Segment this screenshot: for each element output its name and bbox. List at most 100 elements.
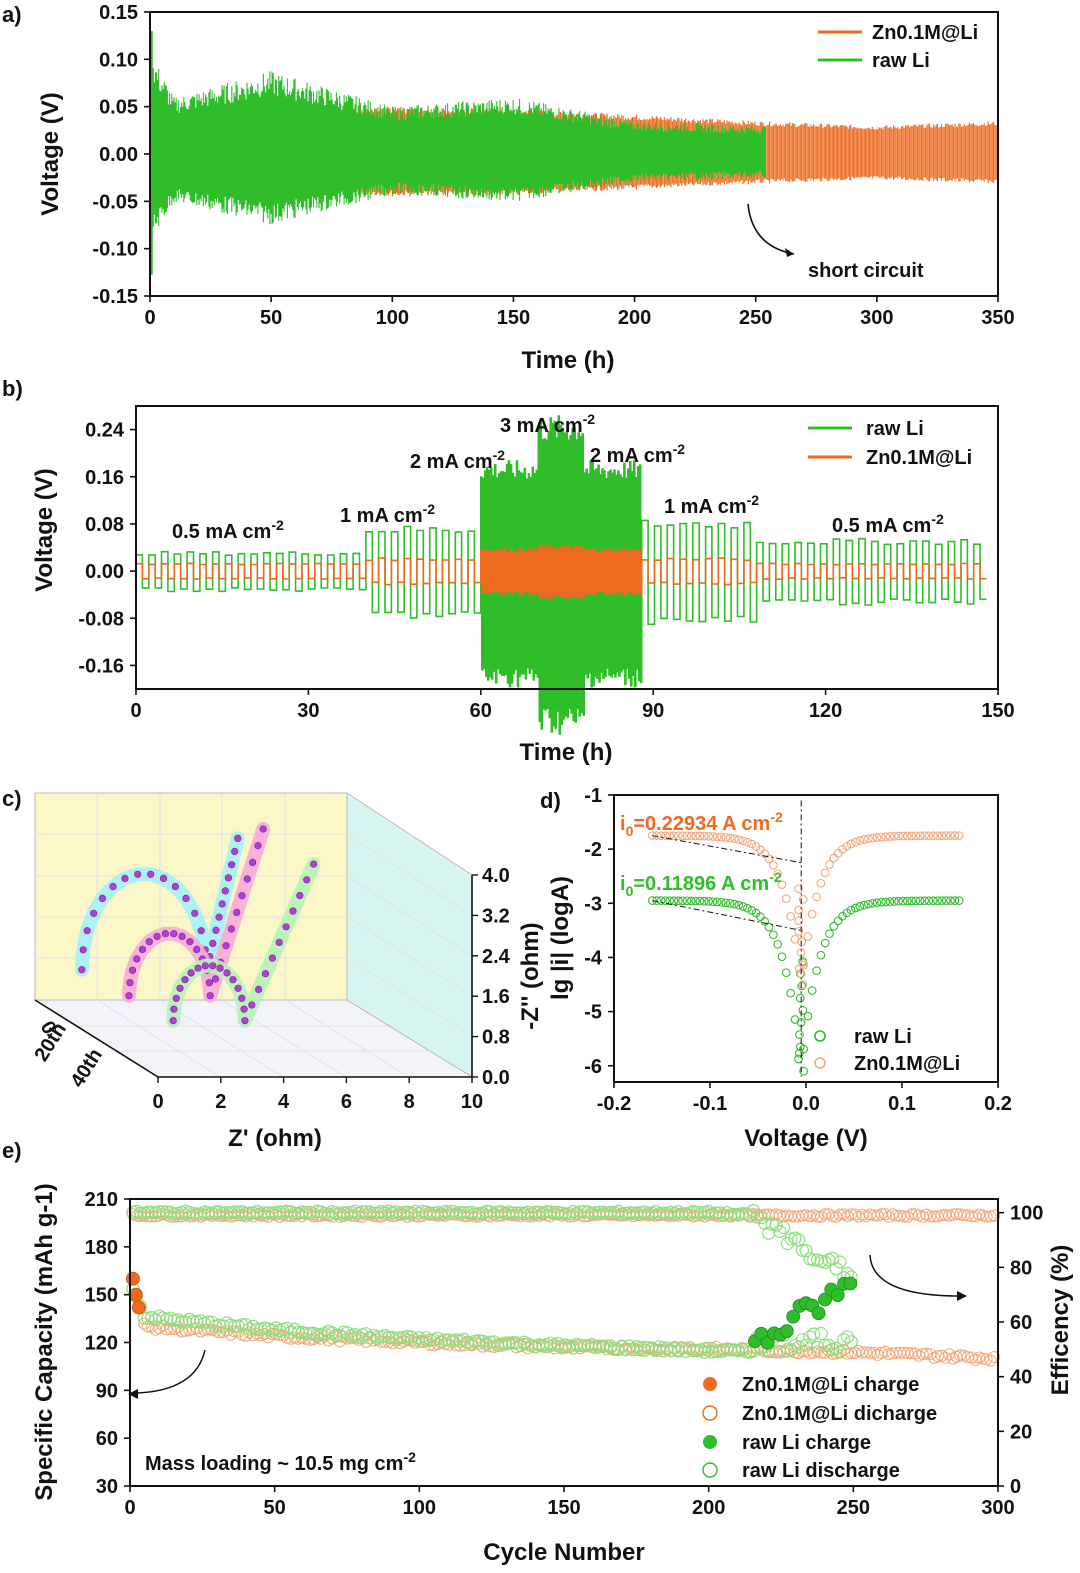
x-tick-label: 300 [981, 1497, 1014, 1519]
x-tick-label: 200 [692, 1497, 725, 1519]
nyquist-point [159, 874, 168, 883]
zn-efficiency-point [826, 1210, 839, 1223]
raw-capacity-point [498, 1336, 512, 1350]
raw-capacity-point [506, 1335, 520, 1350]
tafel-point-zn [686, 831, 696, 841]
raw-capacity-point [220, 1316, 234, 1330]
tafel-point-zn [769, 860, 778, 870]
raw-capacity-point [382, 1330, 396, 1345]
raw-capacity-point [205, 1315, 219, 1329]
nyquist-point [169, 1017, 177, 1025]
tafel-point-raw [686, 896, 696, 906]
depth-label-40th: 40th [66, 1045, 106, 1092]
raw-efficiency-point [288, 1206, 302, 1221]
raw-capacity-point [513, 1338, 527, 1353]
raw-capacity-point [822, 1338, 836, 1352]
tafel-point-zn [798, 895, 808, 904]
tafel-point-raw [885, 897, 895, 906]
nyquist-point [249, 858, 257, 867]
mass-loading-label: Mass loading ~ 10.5 mg cm-2 [145, 1449, 416, 1475]
raw-efficiency-point [367, 1206, 381, 1220]
tafel-point-zn [798, 980, 808, 989]
raw-efficiency-point [152, 1205, 166, 1219]
y-tick-label: -0.10 [92, 239, 138, 261]
raw-capacity-point [637, 1343, 652, 1357]
raw-efficiency-point [716, 1208, 731, 1222]
panel-d-legend: raw Li Zn0.1M@Li [814, 1026, 960, 1075]
raw-capacity-point [807, 1327, 821, 1341]
x-tick-label: 150 [497, 307, 530, 329]
zn-capacity-point [160, 1323, 173, 1336]
nyquist-point [206, 992, 214, 1000]
x-tick-label: -0.1 [693, 1093, 727, 1115]
raw-efficiency-point [773, 1224, 787, 1239]
tafel-point-raw [795, 1042, 805, 1052]
tafel-point-zn [803, 932, 813, 941]
nyquist-point [259, 825, 267, 833]
nyquist-point [134, 870, 142, 878]
tafel-point-raw [661, 896, 670, 906]
tafel-point-raw [673, 896, 683, 906]
tafel-point-zn [678, 831, 687, 841]
rate-label: 0.5 mA cm-2 [172, 517, 284, 543]
raw-capacity-point [476, 1334, 490, 1349]
x-tick-label: 0 [124, 1497, 135, 1519]
nyquist-point [209, 962, 217, 970]
y-tick-label: -0.08 [78, 608, 124, 630]
tafel-point-zn [777, 880, 787, 889]
tafel-point-zn [773, 869, 783, 879]
panel-d: d) -0.2 -0.1 0.0 0.1 0.2 -6 -5 -4 -3 -2 -1 Voltage… [540, 785, 1012, 1152]
y2-tick-label: 100 [1010, 1203, 1043, 1225]
panel-c-ticks: 0 2 4 6 8 100.0 0.8 1.6 2.4 3.2 4.0 [152, 865, 510, 1113]
depth-axis [34, 999, 159, 1078]
raw-capacity-point [814, 1326, 828, 1341]
tafel-point-raw [764, 922, 774, 932]
raw-efficiency-point [321, 1207, 336, 1221]
tafel-point-raw [846, 905, 856, 915]
rate-label: 2 mA cm-2 [410, 447, 505, 473]
nyquist-point [238, 892, 246, 900]
tafel-point-raw [864, 899, 873, 909]
raw-efficiency-point [532, 1205, 546, 1220]
panel-c-ylabel: -Z'' (ohm) [517, 922, 544, 1029]
nyquist-point [145, 938, 153, 946]
x-tick-label: 0.2 [984, 1093, 1012, 1115]
nyquist-point [282, 923, 290, 931]
x-tick-label: 0 [130, 700, 141, 722]
x-tick-label: 200 [618, 307, 651, 329]
panel-b-data [136, 415, 987, 735]
raw-efficiency-point [829, 1262, 843, 1276]
tafel-point-raw [907, 896, 916, 906]
x-tick-label: 0.1 [888, 1093, 916, 1115]
tafel-point-raw [708, 897, 718, 906]
panel-e-data [125, 1203, 1001, 1367]
tafel-point-zn [682, 831, 692, 841]
raw-efficiency-point [769, 1218, 783, 1232]
raw-capacity-point [784, 1343, 798, 1357]
y-tick-label: 180 [85, 1237, 118, 1259]
panel-a-xlabel: Time (h) [522, 347, 615, 374]
tafel-point-zn [820, 868, 830, 878]
tafel-point-zn [816, 878, 826, 888]
raw-capacity-point [239, 1318, 253, 1332]
tafel-point-raw [842, 908, 852, 918]
panel-label-d: d) [540, 788, 561, 813]
tafel-point-zn [946, 831, 955, 840]
tafel-point-raw [881, 897, 891, 907]
raw-capacity-point [679, 1344, 693, 1358]
zn-capacity-point [360, 1335, 373, 1348]
rate-label: 0.5 mA cm-2 [832, 511, 944, 537]
y-tick-label: -6 [584, 1056, 602, 1078]
tafel-point-zn [894, 831, 903, 841]
raw-capacity-point [363, 1331, 377, 1345]
tafel-point-zn [743, 837, 752, 847]
raw-efficiency-point [220, 1205, 234, 1220]
tafel-point-zn [704, 831, 713, 841]
raw-capacity-point [265, 1323, 279, 1337]
tafel-point-zn [673, 831, 683, 841]
raw-efficiency-point [423, 1206, 437, 1220]
y-tick-label: 0.0 [482, 1067, 510, 1089]
nyquist-point [223, 969, 231, 977]
zn-efficiency-point [980, 1210, 993, 1223]
y2-tick-label: 40 [1010, 1367, 1032, 1389]
